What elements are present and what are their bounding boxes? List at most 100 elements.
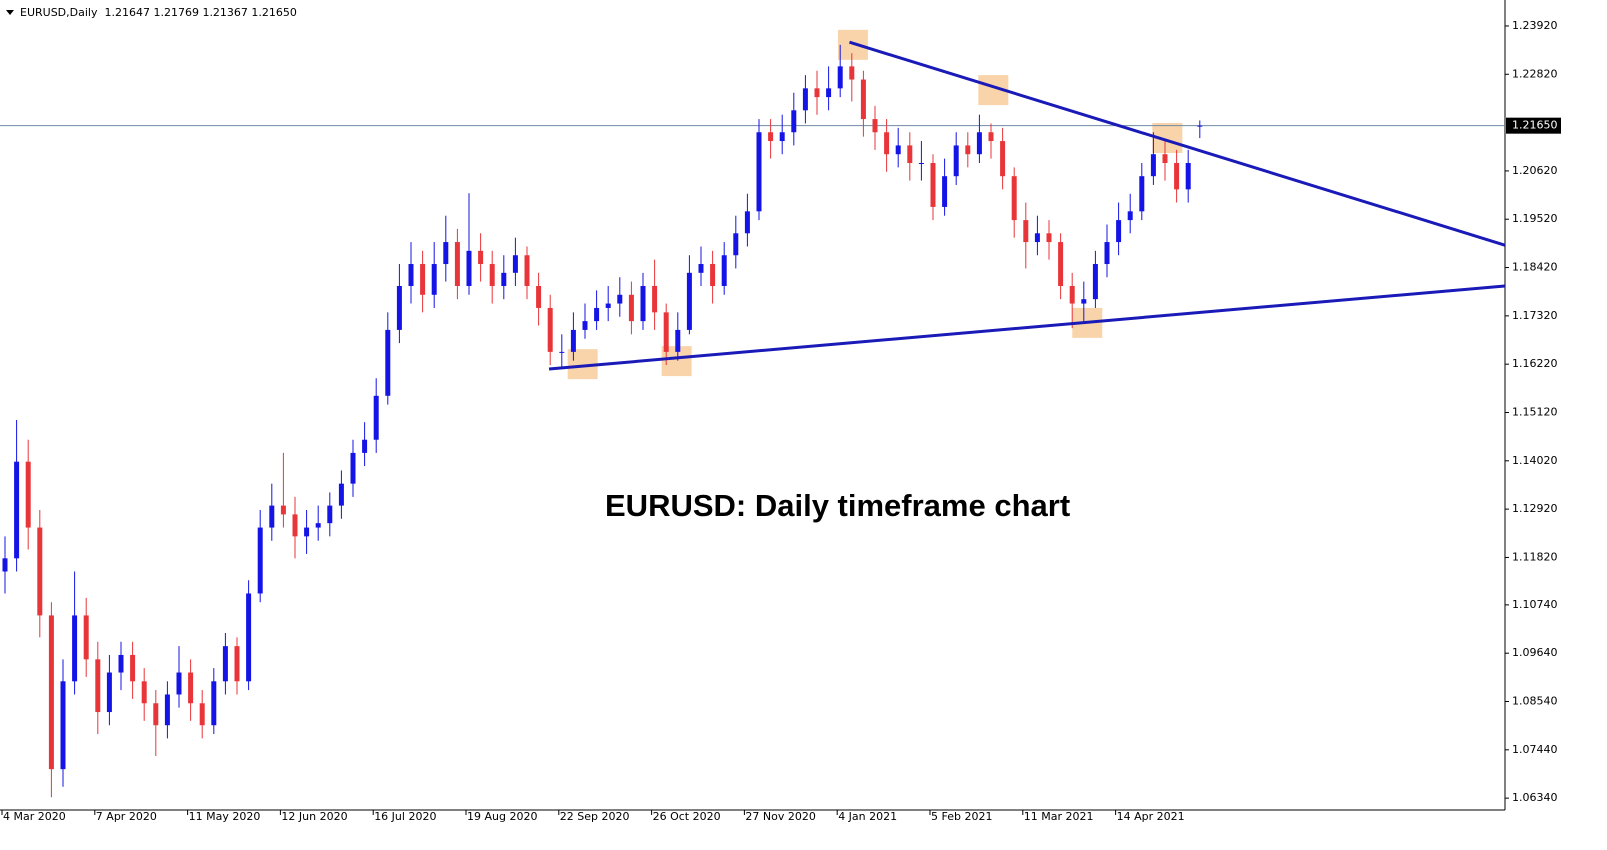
candle-body [14,461,20,559]
candle-body [396,285,402,330]
x-tick-label: 19 Aug 2020 [467,810,537,823]
candle-body [1046,233,1052,243]
y-tick-label: 1.19520 [1512,212,1558,225]
x-tick-label: 7 Apr 2020 [96,810,157,823]
candle-body [536,285,542,308]
y-tick-label: 1.12920 [1512,502,1558,515]
candle-body [976,132,982,155]
candle-body [640,285,646,322]
candle-body [315,523,321,528]
candle-body [1116,220,1122,243]
candle-body [153,703,159,726]
y-tick-label: 1.07440 [1512,743,1558,756]
candle-body [1104,242,1110,265]
y-tick-label: 1.11820 [1512,550,1558,563]
candle-body [826,88,832,98]
candle-body [385,329,391,396]
y-tick-label: 1.09640 [1512,646,1558,659]
candle-body [269,505,275,528]
x-tick-label: 14 Apr 2021 [1117,810,1185,823]
candle-body [594,307,600,322]
candle-body [872,119,878,133]
candle-body [895,145,901,155]
candle-body [524,255,530,286]
candle-body [559,351,565,353]
candle-body [1081,299,1087,304]
candle-body [408,264,414,286]
candle-body [327,505,333,524]
x-tick-label: 16 Jul 2020 [374,810,436,823]
candle-body [1162,154,1168,164]
annotation: EURUSD: Daily timeframe chart [605,488,1070,523]
candle-body [454,242,460,286]
candle-body [768,132,774,142]
candle-body [130,654,136,682]
price-label-box [1506,117,1561,134]
x-tick-label: 4 Mar 2020 [3,810,66,823]
candle-body [547,307,553,352]
menu-arrow[interactable] [6,10,14,15]
candle-body [72,615,78,682]
candle-body [1197,125,1203,127]
candle-body [1185,163,1191,190]
candle-body [106,672,112,713]
candle-body [211,681,217,726]
candle-body [837,66,843,89]
candle-body [176,672,182,695]
candle-body [37,527,43,616]
y-tick-label: 1.17320 [1512,309,1558,322]
candle-body [733,233,739,256]
x-tick-label: 4 Jan 2021 [838,810,897,823]
x-tick-label: 26 Oct 2020 [653,810,721,823]
candle-body [860,79,866,120]
candle-body [234,646,240,682]
candle-body [605,303,611,308]
candle-body [466,250,472,286]
candle-body [965,145,971,155]
x-tick-label: 11 Mar 2021 [1024,810,1094,823]
candle-body [918,163,924,165]
candle-body [362,439,368,453]
candle-body [420,264,426,295]
candle-body [1011,176,1017,221]
candle-body [512,255,518,273]
candle-body [188,672,194,704]
y-tick-label: 1.10740 [1512,598,1558,611]
candle-body [489,264,495,286]
candle-body [1023,220,1029,243]
candle-body [246,593,252,682]
x-tick-label: 12 Jun 2020 [281,810,347,823]
candle-body [60,681,66,770]
candle-body [710,264,716,286]
x-tick-label: 11 May 2020 [189,810,261,823]
trendline [548,284,1506,371]
candle-body [292,514,298,537]
candle-body [721,255,727,286]
y-tick-label: 1.23920 [1512,19,1558,32]
candle-body [164,694,170,726]
candle-body [1174,163,1180,190]
candle-body [48,615,54,770]
candle-body [756,132,762,212]
candle-body [431,264,437,295]
candle-body [652,285,658,313]
candle-body [663,312,669,352]
candle-body [1058,242,1064,286]
candle-body [280,505,286,515]
candle-body [686,272,692,330]
candle-body [501,272,507,286]
candle-body [698,264,704,273]
candle-body [199,703,205,726]
y-tick-label: 1.06340 [1512,791,1558,804]
candle-body [1139,176,1145,212]
y-tick-label: 1.14020 [1512,454,1558,467]
trendline [849,40,1506,247]
candle-body [1034,233,1040,243]
candle-body [222,646,228,682]
candle-body [1000,141,1006,177]
candle-body [338,483,344,506]
candle-body [25,461,31,528]
candle-body [849,66,855,80]
candle-body [95,659,101,713]
